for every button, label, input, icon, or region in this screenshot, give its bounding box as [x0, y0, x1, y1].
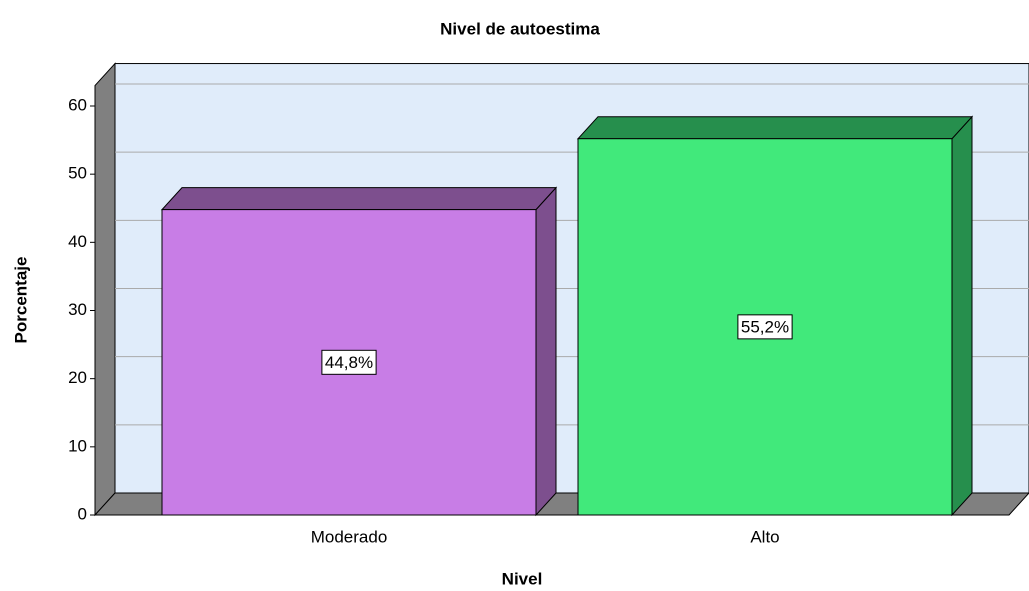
y-tick-label: 10: [68, 436, 87, 455]
bar-side: [951, 115, 973, 517]
y-tick-label: 30: [68, 300, 87, 319]
y-tick-label: 60: [68, 95, 87, 114]
x-axis-label: Nivel: [502, 569, 543, 588]
bar-top: [160, 187, 558, 211]
y-tick-label: 50: [68, 164, 87, 183]
data-label-box: [737, 314, 793, 340]
x-tick-label: Moderado: [311, 527, 388, 546]
y-tick-label: 0: [78, 504, 87, 523]
left-wall: [94, 62, 116, 517]
y-tick-label: 40: [68, 232, 87, 251]
bar-top: [576, 116, 974, 140]
data-label: 55,2%: [741, 317, 789, 336]
y-axis-label: Porcentaje: [11, 257, 30, 344]
data-label-box: [321, 349, 377, 375]
chart-title: Nivel de autoestima: [440, 19, 600, 38]
bar-side: [535, 186, 557, 517]
data-label: 44,8%: [325, 353, 373, 372]
x-tick-label: Alto: [750, 527, 779, 546]
y-tick-label: 20: [68, 368, 87, 387]
